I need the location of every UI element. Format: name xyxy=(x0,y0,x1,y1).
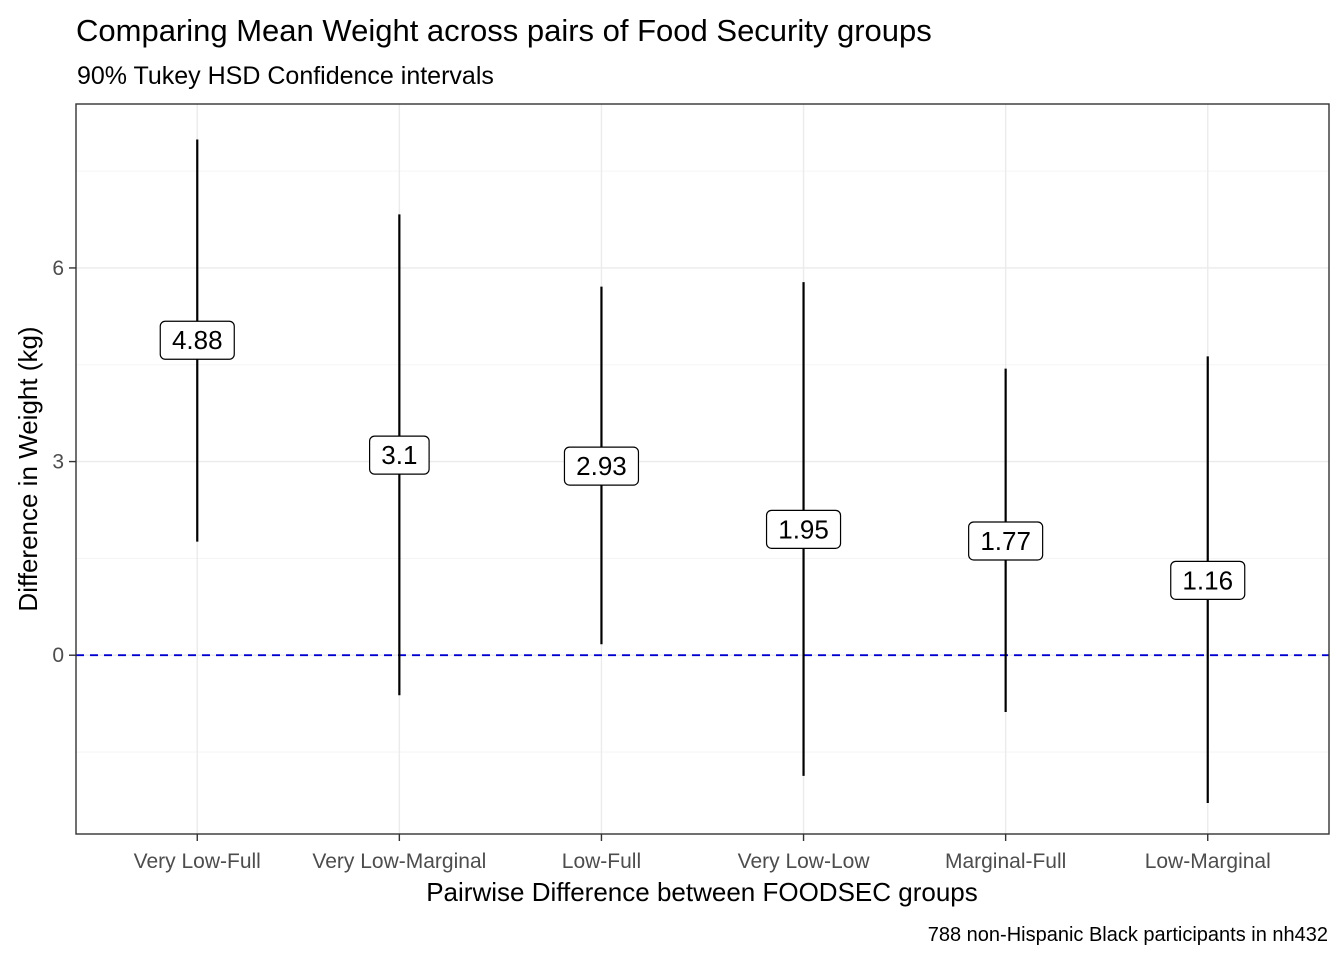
estimate-label-box xyxy=(369,435,430,475)
x-tick-label: Very Low-Low xyxy=(738,850,871,873)
estimate-label-box xyxy=(563,446,640,486)
y-axis: 0 3 6 xyxy=(52,257,76,667)
estimate-label-box xyxy=(765,509,842,549)
panel-background xyxy=(76,104,1329,834)
y-tick-label: 6 xyxy=(52,257,64,280)
chart-title: Comparing Mean Weight across pairs of Fo… xyxy=(76,13,932,48)
x-tick-label: Very Low-Full xyxy=(134,850,261,873)
minor-gridlines xyxy=(76,170,1329,753)
y-tick-label: 0 xyxy=(52,644,64,667)
chart-caption: 788 non-Hispanic Black participants in n… xyxy=(928,924,1328,946)
x-tick-label: Marginal-Full xyxy=(945,850,1066,873)
estimate-label-box xyxy=(159,320,235,360)
panel-border xyxy=(75,103,1330,835)
x-tick-label: Low-Full xyxy=(562,850,641,873)
y-axis-title: Difference in Weight (kg) xyxy=(13,326,43,611)
estimate-label: 2.93 xyxy=(576,451,627,481)
estimate-label: 3.1 xyxy=(381,440,417,470)
estimate-label: 4.88 xyxy=(172,325,223,355)
x-axis: Very Low-Full Very Low-Marginal Low-Full Ve… xyxy=(134,834,1271,873)
y-tick-label: 3 xyxy=(52,451,64,474)
estimate-label: 1.16 xyxy=(1182,565,1233,595)
plot-panel: 4.88 3.1 2.93 1.95 1.77 1.16 xyxy=(75,103,1330,835)
estimate-label: 1.77 xyxy=(980,526,1031,556)
x-tick-label: Very Low-Marginal xyxy=(312,850,486,873)
estimate-label-box xyxy=(1170,560,1246,600)
x-axis-title: Pairwise Difference between FOODSEC grou… xyxy=(426,877,978,907)
estimate-labels: 4.88 3.1 2.93 1.95 1.77 1.16 xyxy=(159,320,1246,600)
x-tick-label: Low-Marginal xyxy=(1145,850,1271,873)
estimate-label: 1.95 xyxy=(778,514,829,544)
chart-subtitle: 90% Tukey HSD Confidence intervals xyxy=(77,62,494,90)
estimate-label-box xyxy=(968,521,1044,561)
